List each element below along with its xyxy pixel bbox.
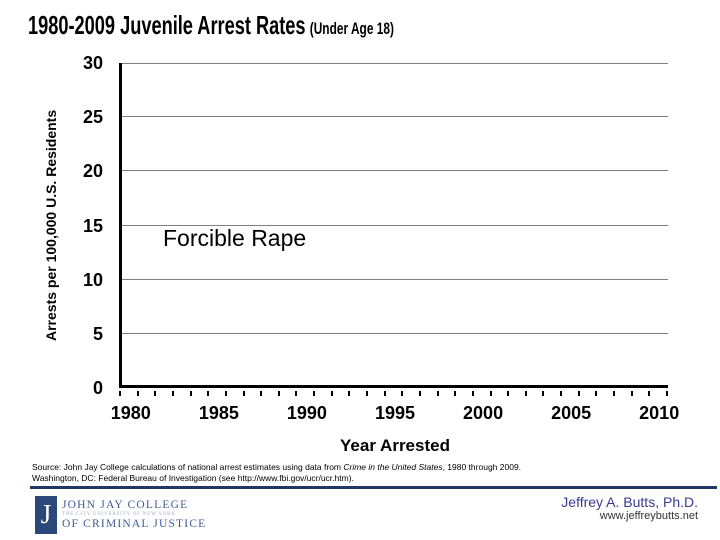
author-website: www.jeffreybutts.net xyxy=(599,510,698,522)
x-minor-tick xyxy=(154,391,157,396)
y-tick-label-30: 30 xyxy=(82,53,103,73)
x-axis-ticks xyxy=(119,391,668,397)
x-axis-tick-labels: 1980 1985 1990 1995 2000 2005 2010 xyxy=(111,403,679,423)
x-minor-tick xyxy=(277,391,280,396)
y-tick-label-5: 5 xyxy=(92,323,103,344)
x-minor-tick xyxy=(542,391,545,396)
source-line-1: Source: John Jay College calculations of… xyxy=(32,462,522,472)
x-minor-tick xyxy=(507,391,510,396)
slide-title-main: 1980-2009 Juvenile Arrest Rates xyxy=(28,10,306,40)
gridline-y-5 xyxy=(122,332,668,334)
plot-area: Forcible Rape xyxy=(119,63,668,388)
x-minor-tick xyxy=(524,391,527,396)
y-tick-label-0: 0 xyxy=(92,378,103,398)
x-minor-tick xyxy=(119,391,121,396)
x-minor-tick xyxy=(295,391,298,396)
x-minor-tick xyxy=(577,391,580,396)
source-url: http://www.fbi.gov/ucr/ucr.htm xyxy=(237,472,349,483)
gridline-y-20 xyxy=(122,170,668,172)
x-minor-tick xyxy=(454,391,457,396)
x-tick-label-1980: 1980 xyxy=(110,403,151,423)
x-minor-tick xyxy=(330,391,333,396)
logo-j-icon: J xyxy=(35,496,57,534)
y-tick-label-25: 25 xyxy=(82,107,103,128)
x-minor-tick xyxy=(630,391,633,396)
source-line-2: Washington, DC: Federal Bureau of Invest… xyxy=(32,472,354,483)
x-minor-tick xyxy=(489,391,492,396)
x-minor-tick xyxy=(401,391,404,396)
x-minor-tick xyxy=(224,391,227,396)
x-minor-tick xyxy=(207,391,210,396)
x-minor-tick xyxy=(471,391,474,396)
x-minor-tick xyxy=(136,391,139,396)
gridline-y-30 xyxy=(122,63,668,64)
footer-divider xyxy=(30,486,717,489)
x-tick-label-2000: 2000 xyxy=(463,403,504,423)
logo-university-name: THE CITY UNIVERSITY OF NEW YORK xyxy=(62,512,176,517)
gridline-y-10 xyxy=(122,278,668,280)
x-minor-tick xyxy=(189,391,192,396)
x-minor-tick xyxy=(436,391,439,396)
y-tick-label-15: 15 xyxy=(82,215,103,236)
x-minor-tick xyxy=(383,391,386,396)
source-note: Source: John Jay College calculations of… xyxy=(32,462,692,483)
footer-contact: Jeffrey A. Butts, Ph.D. www.jeffreybutts… xyxy=(561,495,698,523)
x-axis-title: Year Arrested xyxy=(340,436,450,455)
gridline-y-25 xyxy=(122,116,668,118)
slide-title-sub: (Under Age 18) xyxy=(309,19,394,38)
author-name: Jeffrey A. Butts, Ph.D. xyxy=(561,494,698,510)
gridline-y-15 xyxy=(122,224,668,226)
y-tick-label-20: 20 xyxy=(82,161,103,182)
x-minor-tick xyxy=(648,391,651,396)
x-minor-tick xyxy=(595,391,598,396)
x-tick-label-1985: 1985 xyxy=(198,403,239,423)
y-tick-label-10: 10 xyxy=(82,269,103,290)
x-minor-tick xyxy=(366,391,369,396)
x-minor-tick xyxy=(348,391,351,396)
x-tick-label-2010: 2010 xyxy=(639,403,680,423)
y-axis-tick-labels: 0 5 10 15 20 25 30 xyxy=(58,53,103,398)
x-minor-tick xyxy=(242,391,245,396)
x-tick-label-1995: 1995 xyxy=(374,403,416,423)
john-jay-college-logo: J JOHN JAY COLLEGE THE CITY UNIVERSITY O… xyxy=(35,496,206,534)
x-minor-tick xyxy=(666,391,668,396)
x-minor-tick xyxy=(313,391,316,396)
logo-text: JOHN JAY COLLEGE THE CITY UNIVERSITY OF … xyxy=(62,496,206,534)
logo-college-name: JOHN JAY COLLEGE xyxy=(62,499,189,511)
x-minor-tick xyxy=(418,391,421,396)
x-minor-tick xyxy=(560,391,563,396)
slide-title: 1980-2009 Juvenile Arrest Rates (Under Ag… xyxy=(28,10,394,41)
x-tick-label-1990: 1990 xyxy=(286,403,327,423)
logo-college-name-2: OF CRIMINAL JUSTICE xyxy=(62,518,207,530)
x-minor-tick xyxy=(171,391,174,396)
x-minor-tick xyxy=(613,391,616,396)
x-tick-label-2005: 2005 xyxy=(551,403,592,423)
series-annotation: Forcible Rape xyxy=(163,225,307,251)
x-minor-tick xyxy=(260,391,263,396)
source-publication-title: Crime in the United States xyxy=(343,462,443,472)
